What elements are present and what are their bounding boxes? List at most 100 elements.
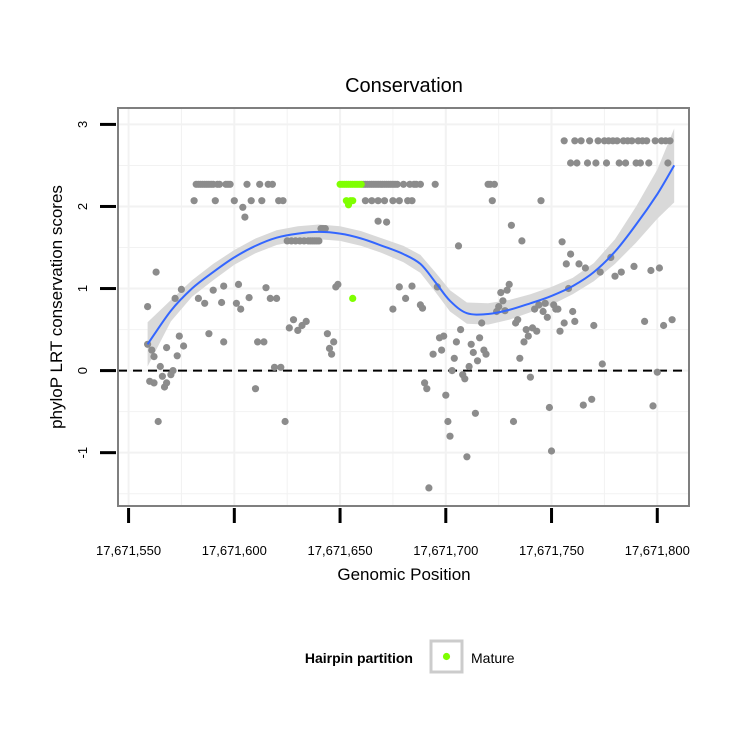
data-point xyxy=(558,238,566,246)
data-point-mature xyxy=(357,180,365,188)
data-point xyxy=(461,375,469,383)
data-point xyxy=(575,260,583,268)
data-point xyxy=(389,197,397,205)
data-point xyxy=(490,180,498,188)
data-point xyxy=(535,301,543,309)
x-tick-label: 17,671,700 xyxy=(413,543,478,558)
data-point xyxy=(628,137,636,145)
y-tick-label: 2 xyxy=(75,203,90,210)
data-point xyxy=(569,307,577,316)
data-point xyxy=(429,350,437,358)
data-point xyxy=(211,197,219,205)
x-tick-label: 17,671,600 xyxy=(202,543,267,558)
data-point xyxy=(294,326,302,334)
data-point xyxy=(478,319,486,327)
data-point xyxy=(241,213,249,221)
data-point xyxy=(545,403,554,412)
data-point xyxy=(205,330,213,338)
confidence-band xyxy=(147,128,675,367)
data-point xyxy=(289,316,298,324)
data-point xyxy=(254,338,262,346)
data-point xyxy=(664,159,672,167)
data-point xyxy=(389,305,397,313)
data-point xyxy=(556,327,564,335)
data-point xyxy=(393,180,401,188)
data-point xyxy=(507,221,515,229)
points-other xyxy=(144,137,676,492)
data-point xyxy=(273,294,281,302)
data-point xyxy=(469,348,477,357)
data-point xyxy=(547,447,556,455)
data-point xyxy=(423,385,431,393)
data-point xyxy=(323,330,331,338)
data-point xyxy=(234,280,243,288)
x-tick-label: 17,671,650 xyxy=(308,543,373,558)
data-point xyxy=(446,432,454,440)
data-point xyxy=(201,299,209,307)
data-point xyxy=(152,268,160,276)
legend-label-mature: Mature xyxy=(471,650,515,666)
data-point xyxy=(560,137,568,145)
data-point xyxy=(471,409,479,417)
data-point xyxy=(380,197,389,205)
data-point xyxy=(368,197,376,205)
data-point xyxy=(325,344,334,352)
data-point xyxy=(651,137,659,145)
y-axis-title: phyloP LRT conservation scores xyxy=(47,185,66,429)
data-point xyxy=(448,367,456,375)
data-point xyxy=(520,338,528,346)
data-point xyxy=(463,453,471,461)
data-point xyxy=(562,260,570,268)
data-point xyxy=(539,307,547,316)
data-point xyxy=(577,137,585,145)
legend-title: Hairpin partition xyxy=(305,650,413,666)
data-point xyxy=(560,319,568,327)
legend: Hairpin partition Mature xyxy=(305,639,515,674)
x-axis-title: Genomic Position xyxy=(337,565,470,584)
data-point xyxy=(270,363,279,371)
data-point xyxy=(395,197,403,205)
x-tick-label: 17,671,750 xyxy=(519,543,584,558)
data-point xyxy=(516,354,524,362)
data-point xyxy=(173,352,181,360)
data-point xyxy=(476,334,484,342)
data-point xyxy=(649,402,657,410)
x-tick-label: 17,671,800 xyxy=(625,543,690,558)
data-point xyxy=(226,180,234,188)
data-point xyxy=(581,264,590,272)
data-point xyxy=(302,317,310,325)
data-point xyxy=(218,298,226,307)
x-axis: 17,671,550 17,671,600 17,671,650 17,671,700… xyxy=(96,508,690,558)
data-point xyxy=(163,379,171,387)
data-point xyxy=(567,250,575,258)
data-point xyxy=(655,264,664,272)
data-point xyxy=(148,346,156,354)
data-point xyxy=(643,137,651,145)
data-point xyxy=(374,197,382,205)
data-point xyxy=(194,294,202,302)
legend-key-mature xyxy=(442,652,451,661)
data-point xyxy=(636,159,645,167)
y-tick-label: 3 xyxy=(75,121,90,128)
data-point xyxy=(473,357,482,365)
data-point xyxy=(421,379,429,387)
data-point xyxy=(497,289,505,297)
data-point xyxy=(598,360,606,368)
data-point xyxy=(215,180,224,188)
data-point xyxy=(268,180,276,188)
data-point xyxy=(454,242,463,250)
y-tick-label: 0 xyxy=(75,367,90,374)
data-point xyxy=(524,332,532,340)
data-point xyxy=(467,340,475,348)
data-point xyxy=(260,338,268,346)
data-point xyxy=(450,354,458,362)
data-point xyxy=(660,321,668,330)
data-point xyxy=(180,342,188,350)
data-point xyxy=(533,327,541,335)
data-point xyxy=(266,294,274,302)
panel-background xyxy=(118,108,689,506)
data-point xyxy=(245,294,253,302)
data-point xyxy=(156,362,164,371)
data-point xyxy=(514,316,522,324)
